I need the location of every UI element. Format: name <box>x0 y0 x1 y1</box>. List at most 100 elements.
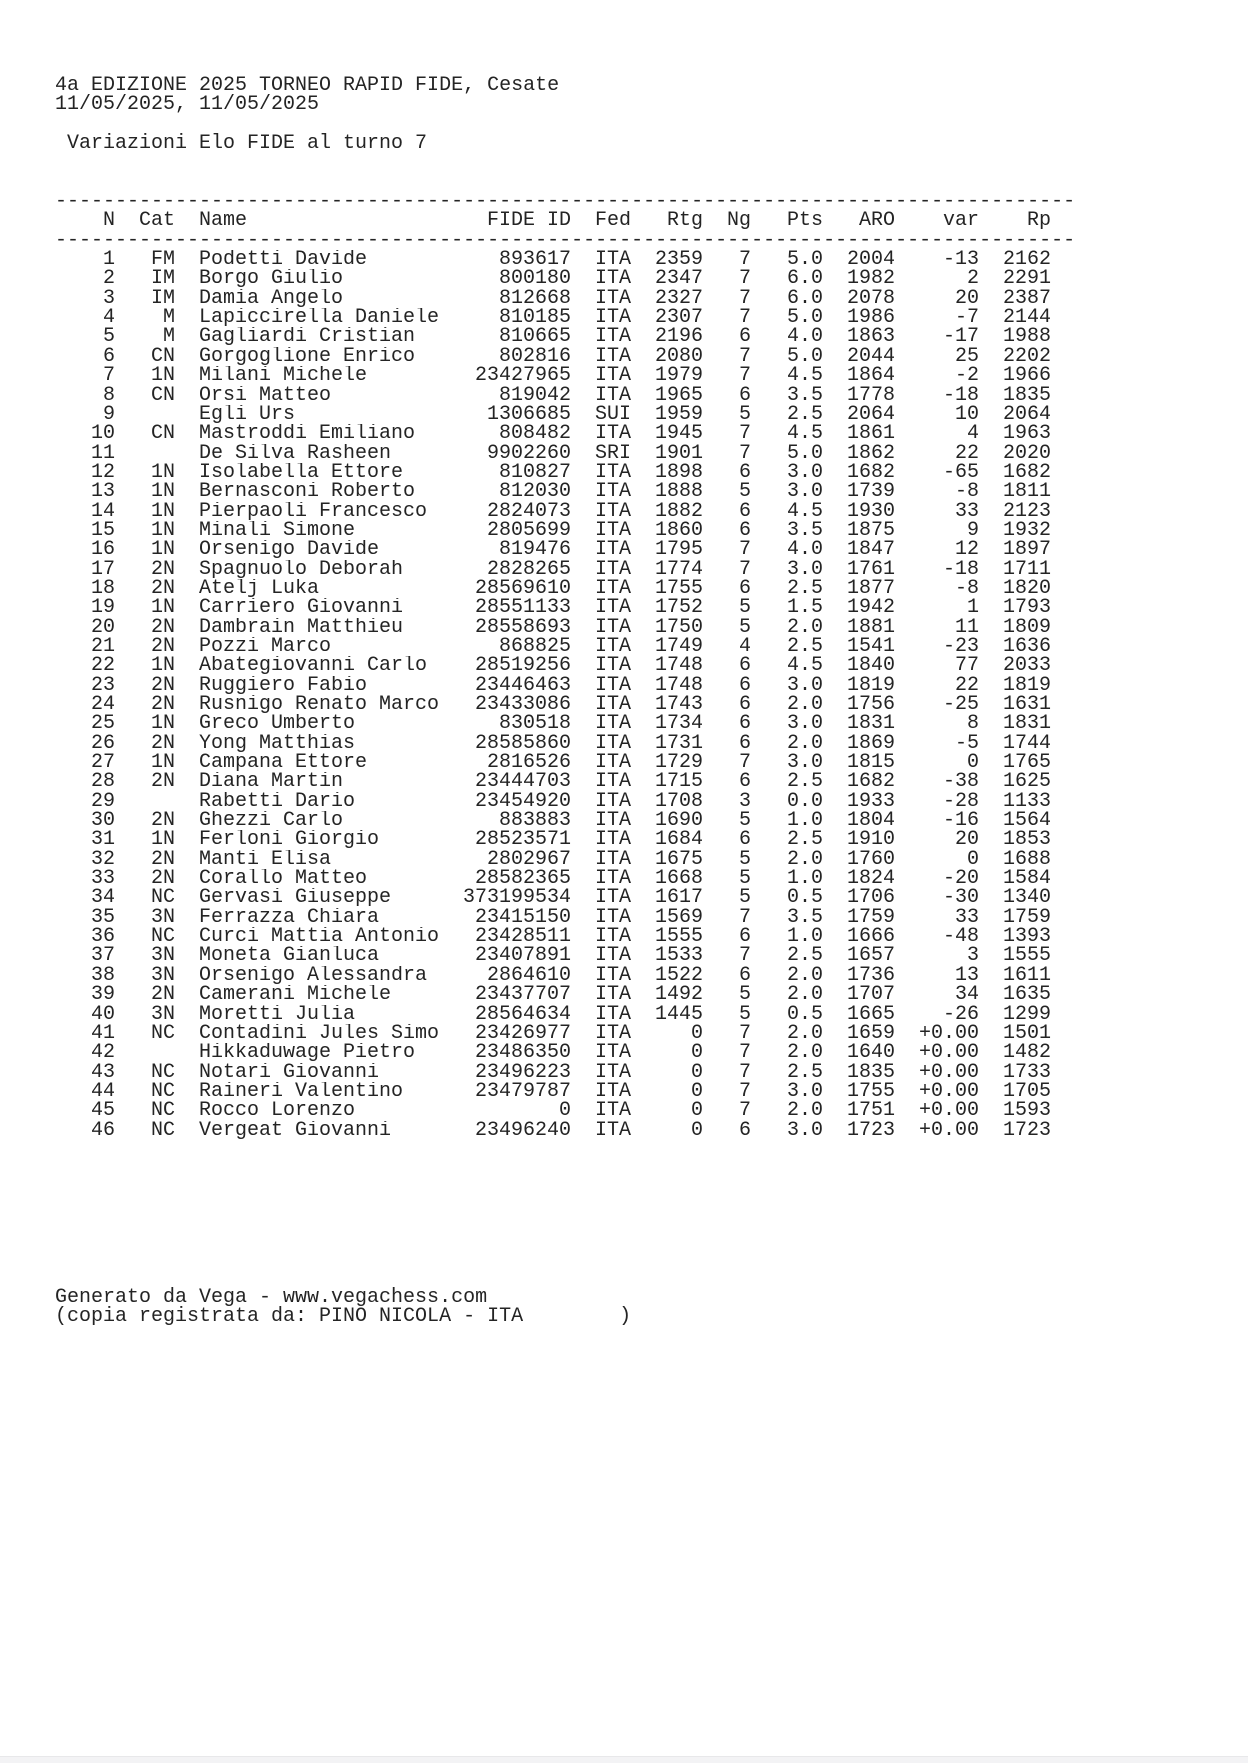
cell-points: 5.0 <box>787 346 824 367</box>
cell-aro: 1739 <box>847 482 896 502</box>
cell-category: 2N <box>150 695 175 715</box>
cell-aro: 1756 <box>847 695 896 715</box>
cell-points: 2.0 <box>787 1101 824 1121</box>
cell-aro: 1824 <box>847 869 896 889</box>
elo-variation-report: 4a EDIZIONE 2025 TORNEO RAPID FIDE, Cesa… <box>55 75 1248 1327</box>
cell-player-name: Diana Martin <box>199 772 344 792</box>
cell-games: 6 <box>739 501 752 521</box>
cell-performance: 2123 <box>1003 501 1052 521</box>
table-row: 41 NC Contadini Jules Simo 23426977 ITA … <box>55 1024 1248 1043</box>
cell-games: 5 <box>739 482 752 502</box>
cell-variation: -30 <box>943 888 980 908</box>
cell-category: NC <box>150 1023 175 1044</box>
cell-variation: 11 <box>955 617 980 637</box>
table-row: 35 3N Ferrazza Chiara 23415150 ITA 1569 … <box>55 908 1248 927</box>
cell-federation: ITA <box>595 501 632 521</box>
table-row: 7 1N Milani Michele 23427965 ITA 1979 7 … <box>55 366 1248 385</box>
cell-games: 7 <box>739 907 752 928</box>
table-row: 34 NC Gervasi Giuseppe 373199534 ITA 161… <box>55 888 1248 907</box>
cell-category: 3N <box>150 965 175 986</box>
cell-fide-id: 28519256 <box>475 656 572 676</box>
cell-rating: 1959 <box>655 404 704 425</box>
cell-rating: 1748 <box>655 675 704 695</box>
cell-player-name: Curci Mattia Antonio <box>199 927 440 947</box>
cell-player-name: Moretti Julia <box>199 1004 356 1024</box>
cell-games: 7 <box>739 1023 752 1044</box>
cell-variation: 77 <box>955 656 980 676</box>
cell-category: CN <box>150 385 175 405</box>
table-row: 40 3N Moretti Julia 28564634 ITA 1445 5 … <box>55 1005 1248 1024</box>
cell-category: NC <box>150 1062 175 1082</box>
cell-fide-id: 23496223 <box>475 1062 572 1082</box>
cell-points: 4.0 <box>787 327 824 347</box>
cell-aro: 1736 <box>847 965 896 986</box>
cell-performance: 1340 <box>1003 888 1052 908</box>
cell-rank: 14 <box>90 501 115 521</box>
cell-variation: 33 <box>955 501 980 521</box>
cell-rating: 2347 <box>655 269 704 289</box>
cell-fide-id: 373199534 <box>463 888 572 908</box>
cell-points: 1.0 <box>787 927 824 947</box>
cell-aro: 1863 <box>847 327 896 347</box>
cell-fide-id: 819476 <box>499 540 572 560</box>
cell-rank: 5 <box>102 327 115 347</box>
cell-aro: 1942 <box>847 598 896 618</box>
table-row: 14 1N Pierpaoli Francesco 2824073 ITA 18… <box>55 502 1248 521</box>
cell-fide-id: 23428511 <box>475 927 572 947</box>
cell-performance: 1555 <box>1003 946 1052 966</box>
cell-variation: -13 <box>943 250 980 270</box>
cell-aro: 1877 <box>847 578 896 599</box>
cell-federation: ITA <box>595 424 632 444</box>
cell-rank: 15 <box>90 520 115 541</box>
cell-rating: 1750 <box>655 617 704 637</box>
cell-aro: 1778 <box>847 385 896 405</box>
cell-rating: 1731 <box>655 733 704 754</box>
cell-federation: ITA <box>595 869 632 889</box>
cell-performance: 2162 <box>1003 250 1052 270</box>
cell-aro: 2004 <box>847 250 896 270</box>
cell-rank: 4 <box>102 308 115 328</box>
cell-aro: 2064 <box>847 404 896 425</box>
cell-rating: 1743 <box>655 695 704 715</box>
cell-rating: 1445 <box>655 1004 704 1024</box>
cell-points: 6.0 <box>787 288 824 309</box>
cell-category: M <box>162 308 175 328</box>
cell-points: 2.0 <box>787 1043 824 1063</box>
cell-performance: 1705 <box>1003 1081 1052 1102</box>
cell-aro: 1869 <box>847 733 896 754</box>
cell-category: 1N <box>150 482 175 502</box>
cell-category: 2N <box>150 578 175 599</box>
cell-fide-id: 28523571 <box>475 830 572 850</box>
cell-games: 6 <box>739 772 752 792</box>
table-header-row: N Cat Name FIDE ID Fed Rtg Ng Pts ARO va… <box>55 211 1248 230</box>
table-row: 36 NC Curci Mattia Antonio 23428511 ITA … <box>55 927 1248 946</box>
cell-aro: 1831 <box>847 714 896 734</box>
cell-rating: 0 <box>691 1101 704 1121</box>
cell-fide-id: 23446463 <box>475 675 572 695</box>
cell-player-name: Rabetti Dario <box>199 791 356 812</box>
cell-rating: 0 <box>691 1043 704 1063</box>
cell-fide-id: 23433086 <box>475 695 572 715</box>
cell-player-name: Vergeat Giovanni <box>199 1120 392 1140</box>
cell-category: 2N <box>150 772 175 792</box>
cell-performance: 1584 <box>1003 869 1052 889</box>
col-header-ng: Ng <box>727 211 752 231</box>
cell-variation: +0.00 <box>919 1120 980 1140</box>
cell-federation: ITA <box>595 250 632 270</box>
cell-player-name: Notari Giovanni <box>199 1062 380 1082</box>
cell-games: 7 <box>739 559 752 579</box>
cell-performance: 2020 <box>1003 443 1052 463</box>
cell-variation: -7 <box>955 308 980 328</box>
table-row: 1 FM Podetti Davide 893617 ITA 2359 7 5.… <box>55 250 1248 269</box>
cell-performance: 1564 <box>1003 811 1052 831</box>
cell-aro: 1755 <box>847 1081 896 1102</box>
table-row: 20 2N Dambrain Matthieu 28558693 ITA 175… <box>55 618 1248 637</box>
cell-games: 6 <box>739 695 752 715</box>
cell-games: 7 <box>739 1043 752 1063</box>
cell-rating: 1675 <box>655 849 704 870</box>
cell-aro: 1881 <box>847 617 896 637</box>
cell-federation: ITA <box>595 1081 632 1102</box>
cell-rating: 1748 <box>655 656 704 676</box>
cell-games: 6 <box>739 327 752 347</box>
cell-category: 3N <box>150 907 175 928</box>
